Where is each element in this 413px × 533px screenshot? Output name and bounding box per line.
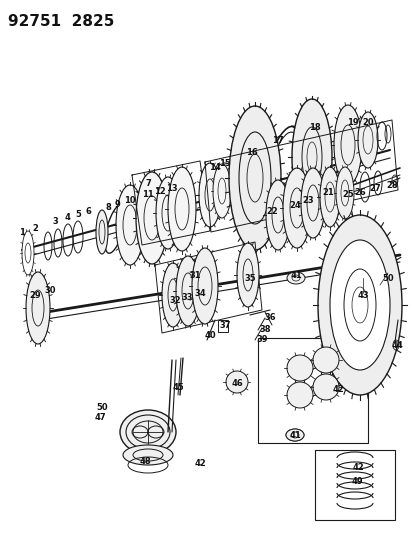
Text: 92751  2825: 92751 2825 [8, 14, 114, 29]
Text: 7: 7 [145, 179, 150, 188]
Ellipse shape [120, 410, 176, 454]
Ellipse shape [300, 168, 324, 238]
Text: 42: 42 [351, 464, 363, 472]
Ellipse shape [329, 240, 389, 370]
Ellipse shape [312, 347, 338, 373]
Text: 50: 50 [96, 403, 107, 413]
Ellipse shape [266, 180, 289, 250]
Text: 31: 31 [189, 271, 200, 279]
Bar [218, 320, 228, 332]
Text: 20: 20 [361, 117, 373, 126]
Text: 45: 45 [172, 384, 183, 392]
Bar [257, 338, 367, 443]
Text: 24: 24 [288, 200, 300, 209]
Text: 42: 42 [194, 458, 205, 467]
Ellipse shape [176, 256, 199, 326]
Text: 19: 19 [347, 117, 358, 126]
Text: 21: 21 [321, 188, 333, 197]
Text: 41: 41 [290, 271, 301, 279]
Ellipse shape [286, 355, 312, 381]
Text: 48: 48 [139, 457, 150, 466]
Ellipse shape [285, 429, 303, 441]
Ellipse shape [22, 231, 34, 275]
Text: 12: 12 [154, 187, 166, 196]
Ellipse shape [123, 445, 173, 465]
Ellipse shape [285, 429, 303, 441]
Ellipse shape [319, 167, 339, 227]
Text: 22: 22 [266, 206, 277, 215]
Text: 28: 28 [385, 181, 397, 190]
Text: 32: 32 [169, 295, 180, 304]
Text: 5: 5 [75, 209, 81, 219]
Text: 26: 26 [353, 188, 365, 197]
Text: 4: 4 [65, 213, 71, 222]
Text: 15: 15 [218, 158, 230, 167]
Ellipse shape [116, 185, 144, 265]
Text: 14: 14 [209, 163, 221, 172]
Text: 6: 6 [85, 206, 91, 215]
Ellipse shape [199, 163, 221, 227]
Ellipse shape [357, 112, 377, 168]
Ellipse shape [312, 374, 338, 400]
Ellipse shape [236, 243, 259, 307]
Text: 9: 9 [115, 199, 121, 208]
Text: 50: 50 [381, 273, 393, 282]
Text: 36: 36 [263, 313, 275, 322]
Text: 46: 46 [230, 378, 242, 387]
Text: 27: 27 [368, 183, 380, 192]
Ellipse shape [286, 382, 312, 408]
Bar [314, 450, 394, 520]
Text: 1: 1 [19, 228, 25, 237]
Text: 43: 43 [356, 290, 368, 300]
Ellipse shape [96, 210, 108, 254]
Text: 35: 35 [244, 273, 255, 282]
Text: 16: 16 [246, 148, 257, 157]
Text: 3: 3 [52, 216, 58, 225]
Text: 42: 42 [331, 385, 343, 394]
Text: 8: 8 [105, 203, 111, 212]
Ellipse shape [26, 272, 50, 344]
Ellipse shape [282, 168, 310, 248]
Ellipse shape [212, 164, 230, 218]
Text: 33: 33 [181, 293, 192, 302]
Ellipse shape [168, 167, 195, 251]
Ellipse shape [291, 99, 331, 215]
Text: 34: 34 [194, 288, 205, 297]
Text: 49: 49 [350, 478, 362, 487]
Text: 25: 25 [341, 190, 353, 198]
Text: 18: 18 [309, 123, 320, 132]
Text: 17: 17 [271, 135, 283, 144]
Ellipse shape [317, 215, 401, 395]
Ellipse shape [286, 272, 304, 284]
Text: 11: 11 [142, 190, 154, 198]
Text: 13: 13 [166, 183, 177, 192]
Text: 41: 41 [288, 431, 300, 440]
Text: 29: 29 [29, 290, 41, 300]
Text: 44: 44 [390, 341, 402, 350]
Text: 40: 40 [204, 330, 215, 340]
Ellipse shape [136, 172, 168, 264]
Text: 2: 2 [32, 223, 38, 232]
Ellipse shape [192, 248, 218, 324]
Text: 47: 47 [94, 414, 106, 423]
Text: 30: 30 [44, 286, 56, 295]
Ellipse shape [161, 263, 183, 327]
Ellipse shape [335, 167, 353, 219]
Ellipse shape [225, 371, 247, 393]
Text: 38: 38 [259, 326, 270, 335]
Ellipse shape [228, 106, 280, 250]
Text: 39: 39 [256, 335, 267, 344]
Text: 37: 37 [219, 320, 230, 329]
Ellipse shape [156, 177, 180, 249]
Text: 23: 23 [301, 196, 313, 205]
Ellipse shape [333, 105, 361, 185]
Text: 10: 10 [124, 196, 135, 205]
